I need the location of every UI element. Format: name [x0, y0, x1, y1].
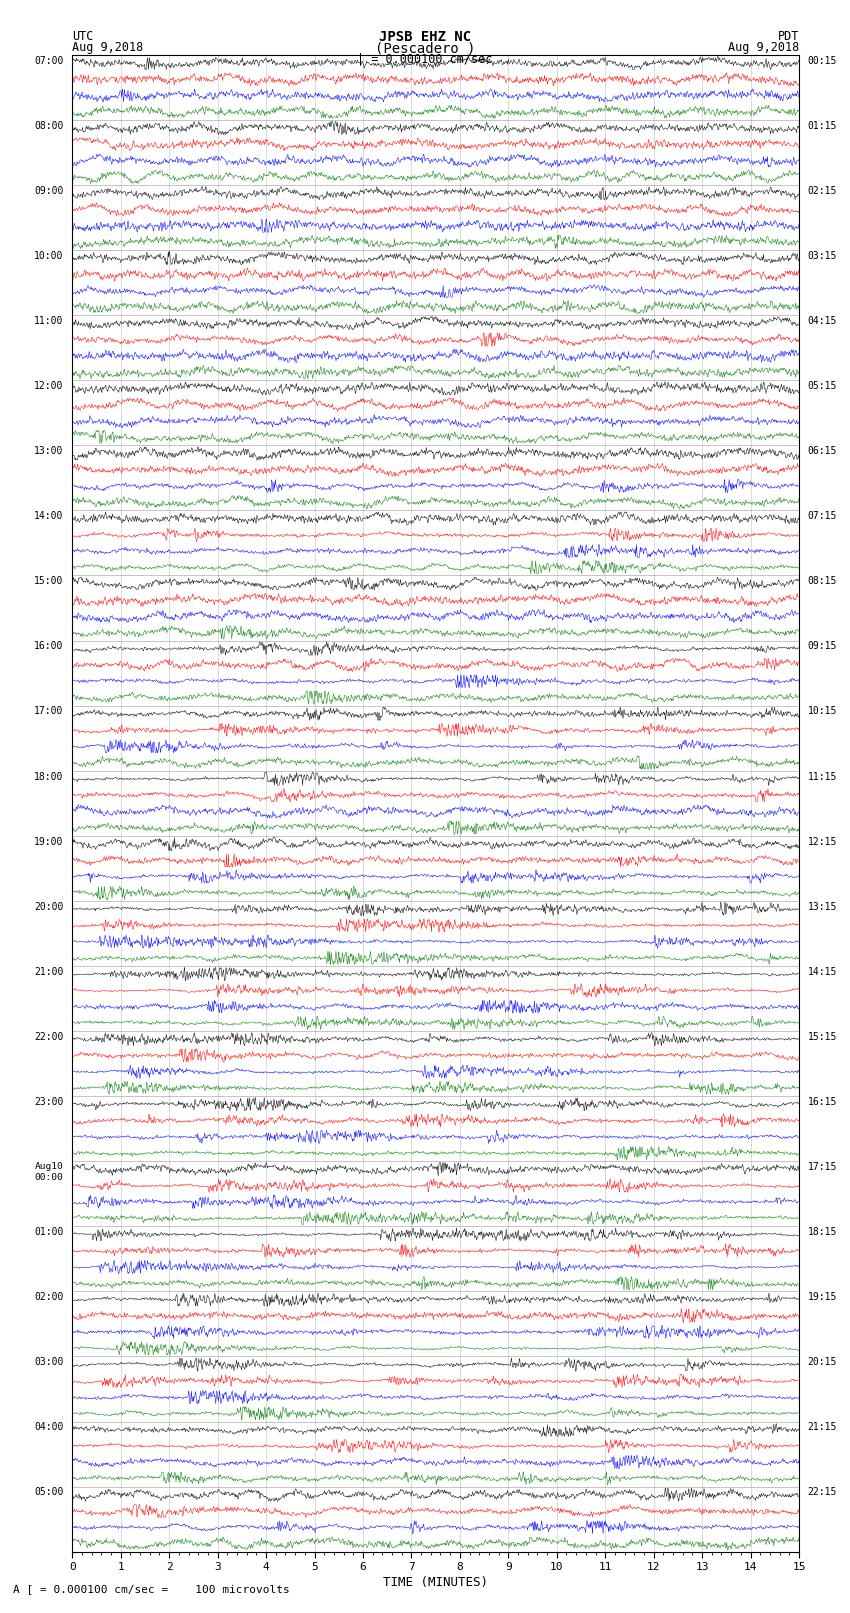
Text: 20:00: 20:00 — [34, 902, 64, 911]
Text: Aug 9,2018: Aug 9,2018 — [72, 40, 144, 55]
Text: Aug 9,2018: Aug 9,2018 — [728, 40, 799, 55]
X-axis label: TIME (MINUTES): TIME (MINUTES) — [383, 1576, 488, 1589]
Text: Aug10: Aug10 — [35, 1161, 64, 1171]
Text: 02:15: 02:15 — [808, 185, 837, 195]
Text: 19:00: 19:00 — [34, 837, 64, 847]
Text: 23:00: 23:00 — [34, 1097, 64, 1107]
Text: 17:15: 17:15 — [808, 1161, 837, 1173]
Text: 13:15: 13:15 — [808, 902, 837, 911]
Text: 17:00: 17:00 — [34, 706, 64, 716]
Text: 04:00: 04:00 — [34, 1423, 64, 1432]
Text: 11:15: 11:15 — [808, 771, 837, 782]
Text: 06:15: 06:15 — [808, 447, 837, 456]
Text: PDT: PDT — [778, 31, 799, 44]
Text: 14:15: 14:15 — [808, 966, 837, 977]
Text: 08:15: 08:15 — [808, 576, 837, 586]
Text: 05:00: 05:00 — [34, 1487, 64, 1497]
Text: 07:00: 07:00 — [34, 56, 64, 66]
Text: 04:15: 04:15 — [808, 316, 837, 326]
Text: 09:00: 09:00 — [34, 185, 64, 195]
Text: (Pescadero ): (Pescadero ) — [375, 40, 475, 55]
Text: 22:15: 22:15 — [808, 1487, 837, 1497]
Text: 00:15: 00:15 — [808, 56, 837, 66]
Text: 10:00: 10:00 — [34, 252, 64, 261]
Text: 18:15: 18:15 — [808, 1227, 837, 1237]
Text: 12:15: 12:15 — [808, 837, 837, 847]
Text: 03:00: 03:00 — [34, 1357, 64, 1368]
Text: 20:15: 20:15 — [808, 1357, 837, 1368]
Text: 18:00: 18:00 — [34, 771, 64, 782]
Text: 16:15: 16:15 — [808, 1097, 837, 1107]
Text: 07:15: 07:15 — [808, 511, 837, 521]
Text: 22:00: 22:00 — [34, 1032, 64, 1042]
Text: 21:15: 21:15 — [808, 1423, 837, 1432]
Text: A [ = 0.000100 cm/sec =    100 microvolts: A [ = 0.000100 cm/sec = 100 microvolts — [13, 1584, 290, 1594]
Text: 13:00: 13:00 — [34, 447, 64, 456]
Text: 01:15: 01:15 — [808, 121, 837, 131]
Text: 08:00: 08:00 — [34, 121, 64, 131]
Text: 10:15: 10:15 — [808, 706, 837, 716]
Text: 11:00: 11:00 — [34, 316, 64, 326]
Text: 00:00: 00:00 — [35, 1173, 64, 1182]
Text: 14:00: 14:00 — [34, 511, 64, 521]
Text: 09:15: 09:15 — [808, 642, 837, 652]
Text: 02:00: 02:00 — [34, 1292, 64, 1302]
Text: 15:00: 15:00 — [34, 576, 64, 586]
Text: 15:15: 15:15 — [808, 1032, 837, 1042]
Text: 19:15: 19:15 — [808, 1292, 837, 1302]
Text: 03:15: 03:15 — [808, 252, 837, 261]
Text: JPSB EHZ NC: JPSB EHZ NC — [379, 31, 471, 44]
Text: 12:00: 12:00 — [34, 381, 64, 390]
Text: 21:00: 21:00 — [34, 966, 64, 977]
Text: 05:15: 05:15 — [808, 381, 837, 390]
Text: UTC: UTC — [72, 31, 94, 44]
Text: 01:00: 01:00 — [34, 1227, 64, 1237]
Text: 16:00: 16:00 — [34, 642, 64, 652]
Text: | = 0.000100 cm/sec: | = 0.000100 cm/sec — [357, 52, 493, 66]
